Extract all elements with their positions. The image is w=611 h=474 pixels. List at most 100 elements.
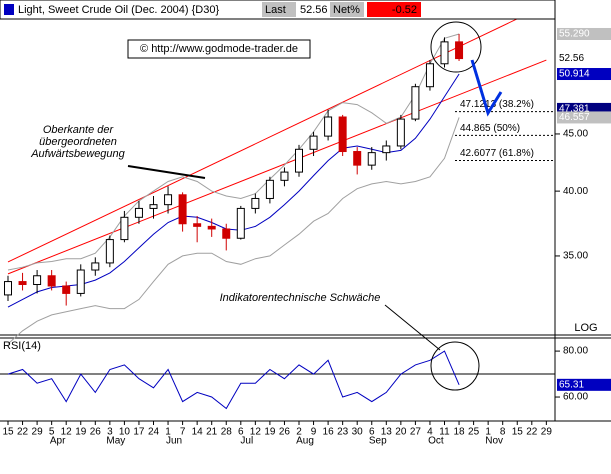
candle-body (455, 41, 464, 60)
x-tick-label: 21 (206, 427, 218, 438)
candle-body (164, 194, 173, 206)
x-tick-label: 19 (75, 427, 87, 438)
y-tick-label: 45.00 (563, 129, 588, 140)
candle-body (4, 281, 12, 296)
x-tick-label: 6 (369, 427, 375, 438)
candle-body (178, 194, 187, 225)
price-label: 55.290 (559, 29, 590, 40)
price-label: 46.557 (559, 112, 590, 123)
candle-body (18, 281, 27, 286)
candle-body (33, 275, 42, 286)
candle-body (76, 269, 85, 294)
y-tick-label: 35.00 (563, 251, 588, 262)
x-tick-label: 30 (352, 427, 364, 438)
last-value: 52.56 (300, 4, 328, 16)
month-label: Jun (166, 436, 182, 447)
y-tick-label: 80.00 (563, 346, 588, 357)
x-tick-label: 16 (323, 427, 335, 438)
price-box (557, 378, 611, 391)
month-label: Aug (296, 436, 314, 447)
candle-body (309, 135, 318, 150)
last-label-box (262, 2, 296, 17)
x-tick-label: 24 (148, 427, 160, 438)
month-label: May (106, 436, 125, 447)
header-icon (4, 4, 14, 15)
x-tick-label: 29 (541, 427, 553, 438)
x-tick-label: 20 (395, 427, 407, 438)
x-tick-label: 18 (453, 427, 465, 438)
x-tick-label: 8 (500, 427, 506, 438)
x-tick-label: 22 (526, 427, 538, 438)
candle-body (324, 116, 333, 137)
net-label-box (330, 2, 364, 17)
copyright: © http://www.godmode-trader.de (140, 43, 298, 55)
net-label: Net% (333, 4, 360, 16)
indicator-line (7, 117, 460, 345)
candle-body (47, 275, 56, 287)
candle-body (193, 223, 202, 227)
candle-body (134, 207, 143, 218)
candle-body (396, 118, 405, 147)
x-tick-label: 6 (238, 427, 244, 438)
candle-body (353, 151, 362, 166)
price-box (557, 27, 611, 40)
candle-body (411, 86, 420, 120)
x-tick-label: 13 (381, 427, 393, 438)
x-tick-label: 29 (32, 427, 44, 438)
x-tick-label: 17 (133, 427, 145, 438)
month-label: Nov (485, 436, 503, 447)
fib-label: 47.1213 (38.2%) (460, 99, 534, 110)
candle-body (91, 262, 100, 271)
price-box (557, 111, 611, 124)
annotation: Indikatorentechnische Schwäche (220, 292, 381, 304)
annotation: übergeordneten (39, 136, 117, 148)
month-label: Jul (240, 436, 253, 447)
x-tick-label: 12 (250, 427, 262, 438)
x-tick-label: 7 (180, 427, 186, 438)
log-label: LOG (574, 322, 597, 334)
candle-body (251, 197, 260, 209)
price-label: 52.56 (559, 53, 584, 64)
candle-body (367, 152, 376, 166)
x-tick-label: 15 (512, 427, 524, 438)
x-tick-label: 3 (107, 427, 113, 438)
candle-body (265, 179, 274, 199)
x-tick-label: 10 (119, 427, 131, 438)
x-tick-label: 9 (311, 427, 317, 438)
candle-body (425, 63, 434, 88)
x-tick-label: 22 (17, 427, 29, 438)
annotation-arrow (384, 304, 441, 351)
month-label: Oct (428, 436, 444, 447)
month-label: Sep (369, 436, 387, 447)
x-tick-label: 28 (221, 427, 233, 438)
candle-body (207, 225, 216, 230)
annotation-arrow (127, 165, 206, 179)
x-tick-label: 19 (264, 427, 276, 438)
annotation: Oberkante der (43, 124, 115, 136)
fib-label: 42.6077 (61.8%) (460, 148, 534, 159)
candle-body (105, 239, 114, 264)
x-tick-label: 2 (296, 427, 302, 438)
plot-area: 35.00 40.00 45.00 47.1213 (38.2%) 44.865 (50… (0, 4, 611, 410)
price-label: 50.914 (559, 69, 590, 80)
candle-body (62, 285, 71, 294)
month-label: Apr (50, 436, 66, 447)
x-tick-label: 12 (61, 427, 73, 438)
x-tick-label: 14 (192, 427, 204, 438)
candle-body (338, 116, 347, 153)
candle-body (280, 171, 289, 181)
x-tick-label: 15 (2, 427, 14, 438)
x-tick-label: 26 (90, 427, 102, 438)
price-box (557, 68, 611, 81)
candle-body (120, 216, 129, 241)
indicator-line (7, 33, 460, 271)
forecast-arrow (470, 59, 503, 117)
highlight-circle (430, 341, 480, 391)
x-tick-label: 5 (49, 427, 55, 438)
x-tick-label: 4 (427, 427, 433, 438)
candle-body (149, 204, 158, 209)
header-title: Light, Sweet Crude Oil (Dec. 2004) {D30} (18, 4, 219, 16)
candle-body (222, 228, 231, 239)
candle-body (295, 148, 303, 173)
